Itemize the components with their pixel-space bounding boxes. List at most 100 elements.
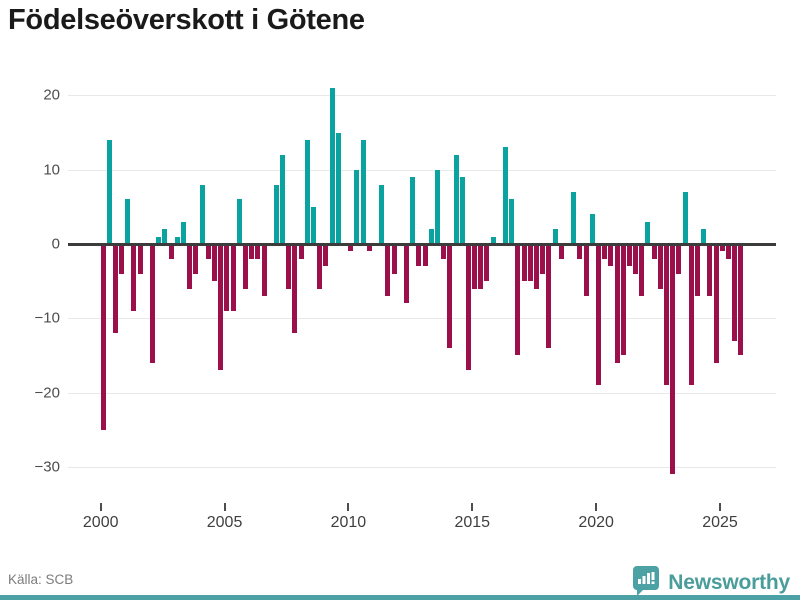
bar-negative <box>478 244 484 289</box>
bar-negative <box>676 244 682 274</box>
x-axis-tick <box>719 503 721 511</box>
bar-positive <box>459 177 465 244</box>
bar-negative <box>558 244 564 259</box>
bar-negative <box>595 244 601 386</box>
bar-negative <box>713 244 719 363</box>
bar-negative <box>583 244 589 296</box>
bar-negative <box>719 244 725 252</box>
bar-negative <box>366 244 372 252</box>
bar-positive <box>428 229 434 244</box>
bar-negative <box>472 244 478 289</box>
bar-positive <box>354 169 360 244</box>
bar-negative <box>441 244 447 259</box>
bar-negative <box>218 244 224 371</box>
bar-negative <box>261 244 267 296</box>
bar-negative <box>515 244 521 356</box>
bottom-accent-strip <box>0 595 800 600</box>
bar-negative <box>323 244 329 267</box>
bar-negative <box>211 244 217 282</box>
bar-negative <box>131 244 137 311</box>
zero-baseline <box>68 242 776 246</box>
x-axis-tick <box>471 503 474 511</box>
bar-positive <box>236 199 242 244</box>
y-axis-tick-label: 20 <box>43 86 60 104</box>
x-axis-tick-label: 2005 <box>206 514 243 531</box>
bar-positive <box>335 132 341 244</box>
page-title: Födelseöverskott i Götene <box>8 4 365 36</box>
bar-negative <box>286 244 292 289</box>
bar-negative <box>391 244 397 274</box>
bar-positive <box>280 154 286 244</box>
bar-negative <box>602 244 608 259</box>
x-axis-tick-label: 2025 <box>702 514 738 531</box>
bar-positive <box>311 206 317 244</box>
bar-negative <box>626 244 632 267</box>
bar-negative <box>577 244 583 259</box>
bar-negative <box>168 244 174 259</box>
bar-negative <box>230 244 236 311</box>
bar-negative <box>657 244 663 289</box>
bar-negative <box>620 244 626 356</box>
bar-negative <box>447 244 453 349</box>
bar-positive <box>379 184 385 244</box>
newsworthy-icon <box>632 565 660 600</box>
bar-negative <box>527 244 533 282</box>
bar-negative <box>255 244 261 259</box>
bar-positive <box>181 221 186 244</box>
bar-positive <box>701 229 707 244</box>
bar-positive <box>329 87 335 244</box>
gridline <box>68 95 776 97</box>
gridline <box>68 169 776 171</box>
bar-negative <box>416 244 422 267</box>
bar-positive <box>571 191 577 244</box>
x-axis-tick <box>99 503 102 511</box>
bar-negative <box>150 244 156 363</box>
bar-positive <box>174 236 180 244</box>
bar-negative <box>249 244 255 259</box>
bar-positive <box>434 169 440 244</box>
bar-negative <box>639 244 645 296</box>
gridline <box>68 392 776 394</box>
bar-positive <box>589 214 595 244</box>
bar-negative <box>385 244 391 296</box>
bar-positive <box>156 236 162 244</box>
x-axis-tick <box>223 503 226 511</box>
y-axis-tick-label: −20 <box>34 384 60 402</box>
y-axis-tick-label: −10 <box>34 309 60 327</box>
bar-negative <box>695 244 701 296</box>
y-axis-tick-label: 10 <box>43 161 60 179</box>
bar-negative <box>422 244 428 267</box>
gridline <box>68 466 776 468</box>
bar-negative <box>608 244 614 267</box>
bar-negative <box>242 244 248 289</box>
bar-negative <box>484 244 490 282</box>
bar-negative <box>633 244 639 274</box>
x-axis-tick <box>347 503 350 511</box>
bar-negative <box>119 244 125 274</box>
bar-positive <box>682 191 688 244</box>
bar-positive <box>125 199 131 244</box>
bar-positive <box>453 154 459 244</box>
bar-negative <box>534 244 539 289</box>
bar-positive <box>360 139 366 244</box>
bar-negative <box>100 244 106 430</box>
x-axis-tick <box>595 503 598 511</box>
bar-positive <box>273 184 279 244</box>
bar-negative <box>725 244 731 259</box>
bar-positive <box>645 221 651 244</box>
bar-positive <box>410 177 416 244</box>
bar-negative <box>540 244 546 274</box>
bar-positive <box>162 229 168 244</box>
bar-negative <box>651 244 657 259</box>
bar-positive <box>199 184 205 244</box>
bar-negative <box>688 244 694 386</box>
source-label: Källa: SCB <box>8 572 74 587</box>
bar-negative <box>664 244 670 386</box>
bar-negative <box>298 244 304 259</box>
bar-negative <box>465 244 471 371</box>
x-axis-tick-label: 2015 <box>454 514 491 531</box>
bar-negative <box>670 244 676 475</box>
bar-negative <box>193 244 199 274</box>
bar-negative <box>112 244 118 334</box>
